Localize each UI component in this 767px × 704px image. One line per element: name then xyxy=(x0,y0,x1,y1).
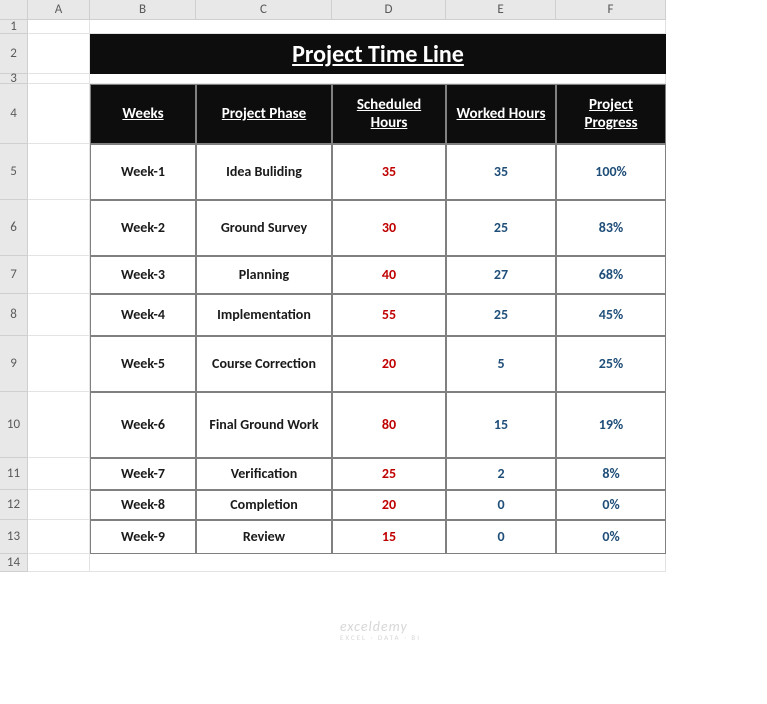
row-header-8[interactable]: 8 xyxy=(0,294,28,336)
cell-A14[interactable] xyxy=(28,554,90,572)
cell-scheduled-row5[interactable]: 35 xyxy=(332,144,446,200)
cell-A2[interactable] xyxy=(28,34,90,74)
col-header-C[interactable]: C xyxy=(196,0,332,20)
cell-A13[interactable] xyxy=(28,520,90,554)
th-scheduled[interactable]: Scheduled Hours xyxy=(332,84,446,144)
col-header-B[interactable]: B xyxy=(90,0,196,20)
cell-A3[interactable] xyxy=(28,74,90,84)
watermark-sub: EXCEL · DATA · BI xyxy=(340,633,421,642)
cell-phase-row5[interactable]: Idea Buliding xyxy=(196,144,332,200)
row-header-7[interactable]: 7 xyxy=(0,256,28,294)
row-header-4[interactable]: 4 xyxy=(0,84,28,144)
select-all-corner[interactable] xyxy=(0,0,28,20)
cell-weeks-row6[interactable]: Week-2 xyxy=(90,200,196,256)
watermark-main: exceldemy xyxy=(340,618,408,635)
cell-worked-row6[interactable]: 25 xyxy=(446,200,556,256)
cell-phase-row7[interactable]: Planning xyxy=(196,256,332,294)
col-header-A[interactable]: A xyxy=(28,0,90,20)
row-header-10[interactable]: 10 xyxy=(0,392,28,458)
cell-weeks-row8[interactable]: Week-4 xyxy=(90,294,196,336)
col-header-F[interactable]: F xyxy=(556,0,666,20)
cell-A6[interactable] xyxy=(28,200,90,256)
row-header-6[interactable]: 6 xyxy=(0,200,28,256)
cell-scheduled-row7[interactable]: 40 xyxy=(332,256,446,294)
th-phase[interactable]: Project Phase xyxy=(196,84,332,144)
cell-A5[interactable] xyxy=(28,144,90,200)
cell-scheduled-row10[interactable]: 80 xyxy=(332,392,446,458)
cell-worked-row13[interactable]: 0 xyxy=(446,520,556,554)
cell-weeks-row13[interactable]: Week-9 xyxy=(90,520,196,554)
cell-A4[interactable] xyxy=(28,84,90,144)
cell-scheduled-row11[interactable]: 25 xyxy=(332,458,446,490)
row-header-9[interactable]: 9 xyxy=(0,336,28,392)
cell-worked-row8[interactable]: 25 xyxy=(446,294,556,336)
cell-progress-row12[interactable]: 0% xyxy=(556,490,666,520)
cell-scheduled-row6[interactable]: 30 xyxy=(332,200,446,256)
cell-worked-row7[interactable]: 27 xyxy=(446,256,556,294)
spreadsheet-grid: A B C D E F 1 2 Project Time Line 3 4 We… xyxy=(0,0,767,572)
th-worked[interactable]: Worked Hours xyxy=(446,84,556,144)
cell-weeks-row7[interactable]: Week-3 xyxy=(90,256,196,294)
row-header-11[interactable]: 11 xyxy=(0,458,28,490)
cell-A1[interactable] xyxy=(28,20,90,34)
row-header-1[interactable]: 1 xyxy=(0,20,28,34)
cell-phase-row8[interactable]: Implementation xyxy=(196,294,332,336)
col-header-E[interactable]: E xyxy=(446,0,556,20)
cell-worked-row9[interactable]: 5 xyxy=(446,336,556,392)
row-header-14[interactable]: 14 xyxy=(0,554,28,572)
cell-weeks-row5[interactable]: Week-1 xyxy=(90,144,196,200)
cell-weeks-row10[interactable]: Week-6 xyxy=(90,392,196,458)
th-weeks[interactable]: Weeks xyxy=(90,84,196,144)
cell-phase-row9[interactable]: Course Correction xyxy=(196,336,332,392)
cell-phase-row12[interactable]: Completion xyxy=(196,490,332,520)
cell-A9[interactable] xyxy=(28,336,90,392)
cell-progress-row7[interactable]: 68% xyxy=(556,256,666,294)
cell-scheduled-row13[interactable]: 15 xyxy=(332,520,446,554)
th-progress[interactable]: Project Progress xyxy=(556,84,666,144)
cell-weeks-row9[interactable]: Week-5 xyxy=(90,336,196,392)
cell-B1[interactable] xyxy=(90,20,666,34)
watermark: exceldemy EXCEL · DATA · BI xyxy=(340,618,421,642)
cell-progress-row11[interactable]: 8% xyxy=(556,458,666,490)
cell-A11[interactable] xyxy=(28,458,90,490)
cell-B14[interactable] xyxy=(90,554,666,572)
cell-progress-row9[interactable]: 25% xyxy=(556,336,666,392)
cell-A7[interactable] xyxy=(28,256,90,294)
cell-worked-row12[interactable]: 0 xyxy=(446,490,556,520)
cell-weeks-row11[interactable]: Week-7 xyxy=(90,458,196,490)
cell-scheduled-row9[interactable]: 20 xyxy=(332,336,446,392)
cell-phase-row11[interactable]: Verification xyxy=(196,458,332,490)
cell-progress-row6[interactable]: 83% xyxy=(556,200,666,256)
cell-worked-row10[interactable]: 15 xyxy=(446,392,556,458)
row-header-3[interactable]: 3 xyxy=(0,74,28,84)
cell-A10[interactable] xyxy=(28,392,90,458)
cell-phase-row6[interactable]: Ground Survey xyxy=(196,200,332,256)
row-header-5[interactable]: 5 xyxy=(0,144,28,200)
row-header-12[interactable]: 12 xyxy=(0,490,28,520)
cell-A12[interactable] xyxy=(28,490,90,520)
cell-progress-row5[interactable]: 100% xyxy=(556,144,666,200)
cell-worked-row11[interactable]: 2 xyxy=(446,458,556,490)
cell-weeks-row12[interactable]: Week-8 xyxy=(90,490,196,520)
cell-progress-row8[interactable]: 45% xyxy=(556,294,666,336)
cell-scheduled-row12[interactable]: 20 xyxy=(332,490,446,520)
cell-B3[interactable] xyxy=(90,74,666,84)
cell-worked-row5[interactable]: 35 xyxy=(446,144,556,200)
cell-phase-row10[interactable]: Final Ground Work xyxy=(196,392,332,458)
row-header-2[interactable]: 2 xyxy=(0,34,28,74)
cell-progress-row13[interactable]: 0% xyxy=(556,520,666,554)
cell-phase-row13[interactable]: Review xyxy=(196,520,332,554)
col-header-D[interactable]: D xyxy=(332,0,446,20)
cell-progress-row10[interactable]: 19% xyxy=(556,392,666,458)
title-cell[interactable]: Project Time Line xyxy=(90,34,666,74)
cell-scheduled-row8[interactable]: 55 xyxy=(332,294,446,336)
row-header-13[interactable]: 13 xyxy=(0,520,28,554)
cell-A8[interactable] xyxy=(28,294,90,336)
